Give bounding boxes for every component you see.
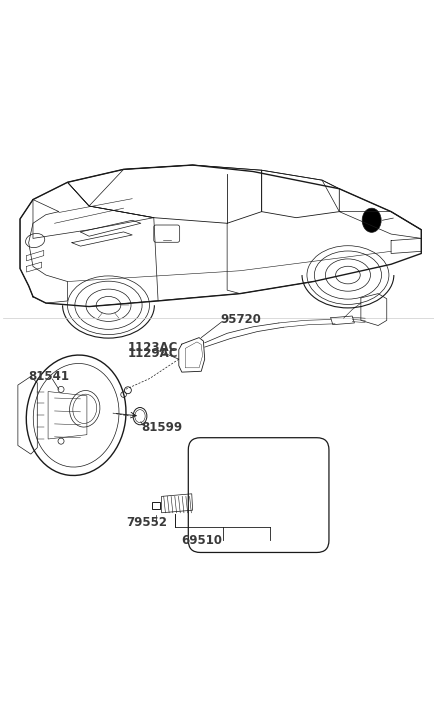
Text: 81541: 81541: [29, 370, 69, 383]
Text: 95720: 95720: [221, 313, 261, 326]
Text: 1129AC: 1129AC: [128, 347, 178, 360]
Text: 1123AC: 1123AC: [128, 341, 178, 353]
Text: 81599: 81599: [142, 421, 183, 434]
Text: 79552: 79552: [126, 515, 167, 529]
Text: 69510: 69510: [182, 534, 222, 547]
Bar: [152, 502, 160, 510]
Ellipse shape: [362, 208, 381, 233]
